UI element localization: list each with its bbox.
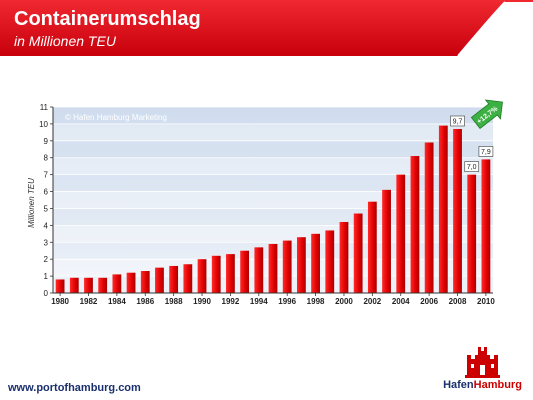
y-tick-label: 9 (44, 137, 49, 146)
bar (410, 156, 420, 293)
y-tick-label: 2 (44, 255, 49, 264)
bar (55, 279, 65, 293)
x-tick-label: 1990 (193, 297, 211, 306)
header-banner: Containerumschlag in Millionen TEU (0, 0, 533, 58)
y-axis-label: Millionen TEU (27, 178, 36, 228)
y-tick-label: 10 (39, 120, 48, 129)
bar (367, 201, 377, 293)
bar-chart: 0 1 2 3 4 5 6 7 8 9 10 11 1980 1982 1984 1986 1988 1990 19… (27, 99, 503, 306)
logo-wordmark: HafenHamburg (440, 379, 525, 391)
bar (296, 237, 306, 293)
y-tick-label: 7 (44, 171, 49, 180)
y-tick-label: 8 (44, 154, 49, 163)
bar (197, 259, 207, 293)
x-tick-label: 1982 (80, 297, 98, 306)
bar (353, 213, 363, 293)
bar (140, 271, 150, 293)
x-tick-label: 1998 (307, 297, 325, 306)
data-label-box (478, 146, 494, 157)
bar (339, 221, 349, 293)
bar (169, 265, 179, 293)
watermark-text: © Hafen Hamburg Marketing (65, 113, 167, 122)
x-tick-label: 1994 (250, 297, 268, 306)
x-tick-label: 1996 (278, 297, 296, 306)
x-tick-label: 2008 (449, 297, 467, 306)
y-tick-label: 6 (44, 188, 49, 197)
bar (282, 240, 292, 293)
x-tick-label: 2002 (363, 297, 381, 306)
growth-arrow-shape (470, 99, 503, 130)
bar (226, 254, 235, 293)
bar (396, 174, 406, 293)
footer-url-link[interactable]: www.portofhamburg.com (8, 382, 141, 394)
y-tick-label: 4 (44, 221, 49, 230)
bar (438, 125, 448, 293)
data-label-box (450, 115, 465, 127)
bar (112, 274, 122, 293)
castle-icon (465, 347, 500, 378)
y-tick-label: 5 (44, 204, 49, 213)
data-label: 7,9 (481, 149, 491, 156)
y-tick-label: 1 (44, 272, 49, 281)
bar (453, 128, 462, 293)
x-tick-label: 1986 (136, 297, 154, 306)
bar (268, 243, 278, 293)
data-label-box (464, 161, 480, 172)
bar (311, 233, 320, 293)
plot-band (53, 157, 493, 175)
bar (325, 230, 335, 293)
y-tick-label: 3 (44, 238, 49, 247)
bar-series (55, 125, 491, 293)
logo-text-hamburg: Hamburg (473, 379, 522, 391)
y-tick-label: 0 (44, 289, 49, 298)
data-label: 9,7 (453, 118, 463, 125)
header-background (0, 0, 533, 57)
x-tick-label: 2006 (420, 297, 438, 306)
x-tick-label: 1984 (108, 297, 126, 306)
x-tick-label: 2000 (335, 297, 353, 306)
x-tick-label: 2010 (477, 297, 495, 306)
bar (126, 272, 136, 293)
x-tick-label: 1992 (222, 297, 240, 306)
bar (84, 277, 93, 293)
chart-container: 0 1 2 3 4 5 6 7 8 9 10 11 1980 1982 1984 1986 1988 1990 19… (0, 95, 533, 315)
bar (155, 267, 164, 293)
bar (98, 277, 108, 293)
bar (424, 142, 434, 293)
logo-text-hafen: Hafen (443, 379, 474, 391)
bar (382, 189, 391, 293)
bar (254, 247, 264, 293)
axes: 0 1 2 3 4 5 6 7 8 9 10 11 1980 1982 1984 1986 1988 1990 19… (39, 103, 495, 306)
x-tick-label: 1980 (51, 297, 69, 306)
bar (69, 277, 79, 293)
bar (211, 255, 221, 293)
bar (481, 159, 491, 293)
bar (183, 264, 193, 293)
y-tick-label: 11 (40, 103, 49, 112)
bar (467, 174, 477, 293)
page-title: Containerumschlag (14, 8, 201, 30)
x-tick-label: 1988 (165, 297, 183, 306)
hafen-hamburg-logo: HafenHamburg (440, 345, 525, 395)
x-tick-label: 2004 (392, 297, 410, 306)
data-label: 7,0 (467, 164, 477, 171)
bar (240, 250, 250, 293)
data-labels: 9,77,07,9+12,7% (450, 99, 503, 172)
plot-band (53, 123, 493, 141)
page-subtitle: in Millionen TEU (14, 33, 116, 49)
